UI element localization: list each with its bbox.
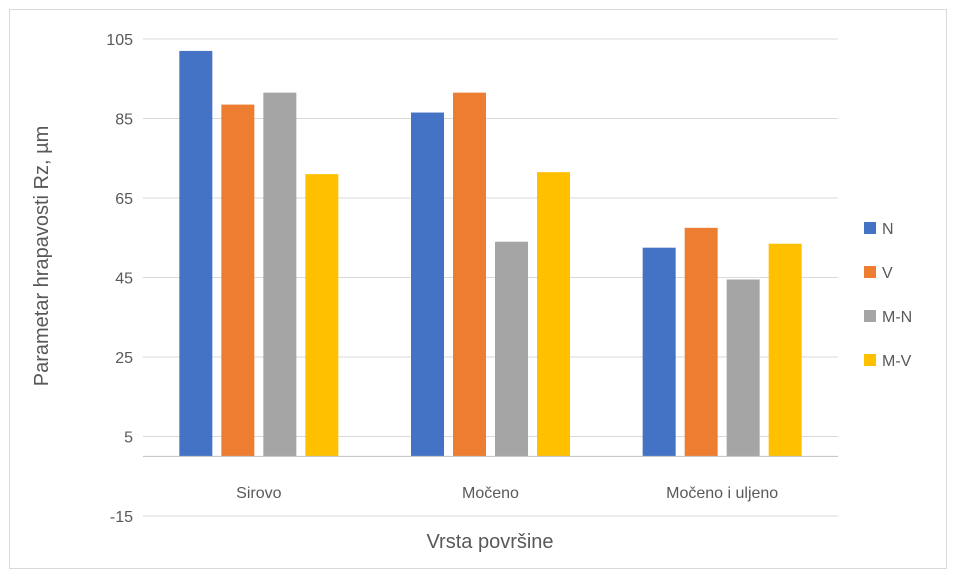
x-category-label: Močeno <box>462 485 519 502</box>
bar-n-3 <box>642 247 676 457</box>
x-category-label: Sirovo <box>236 485 281 502</box>
legend-label: M-V <box>882 353 912 370</box>
legend-swatch <box>864 222 876 234</box>
bar-n-2 <box>411 112 444 457</box>
x-axis-title: Vrsta površine <box>426 531 553 553</box>
legend-label: V <box>882 265 893 282</box>
y-tick-label: 25 <box>115 350 133 367</box>
axes: 105 85 65 45 25 5 -15 Sirovo Močeno Močeno i ulje… <box>106 32 838 526</box>
y-axis-title: Parametar hrapavosti Rz, µm <box>31 126 53 387</box>
legend-swatch <box>864 266 876 278</box>
bar-m-v-2 <box>537 172 570 457</box>
y-tick-label: 45 <box>115 271 133 288</box>
y-tick-label: -15 <box>110 509 133 526</box>
bar-v-1 <box>221 104 255 457</box>
bar-m-n-2 <box>495 241 528 457</box>
bar-m-n-1 <box>263 92 297 457</box>
bar-v-3 <box>684 227 718 457</box>
bar-n-1 <box>179 50 213 457</box>
gridlines <box>143 38 838 517</box>
legend-swatch <box>864 354 876 366</box>
bar-m-v-1 <box>305 174 339 457</box>
bar-m-v-3 <box>768 243 802 457</box>
legend: N V M-N M-V <box>864 221 912 370</box>
x-category-label: Močeno i uljeno <box>666 485 778 502</box>
y-tick-label: 65 <box>115 191 133 208</box>
y-tick-label: 105 <box>106 32 133 49</box>
y-tick-label: 5 <box>124 430 133 447</box>
legend-swatch <box>864 310 876 322</box>
legend-label: M-N <box>882 309 912 326</box>
bar-m-n-3 <box>726 279 760 457</box>
chart-frame <box>9 9 947 569</box>
bar-v-2 <box>453 92 486 457</box>
y-tick-label: 85 <box>115 112 133 129</box>
bars <box>179 50 802 457</box>
legend-label: N <box>882 221 894 238</box>
